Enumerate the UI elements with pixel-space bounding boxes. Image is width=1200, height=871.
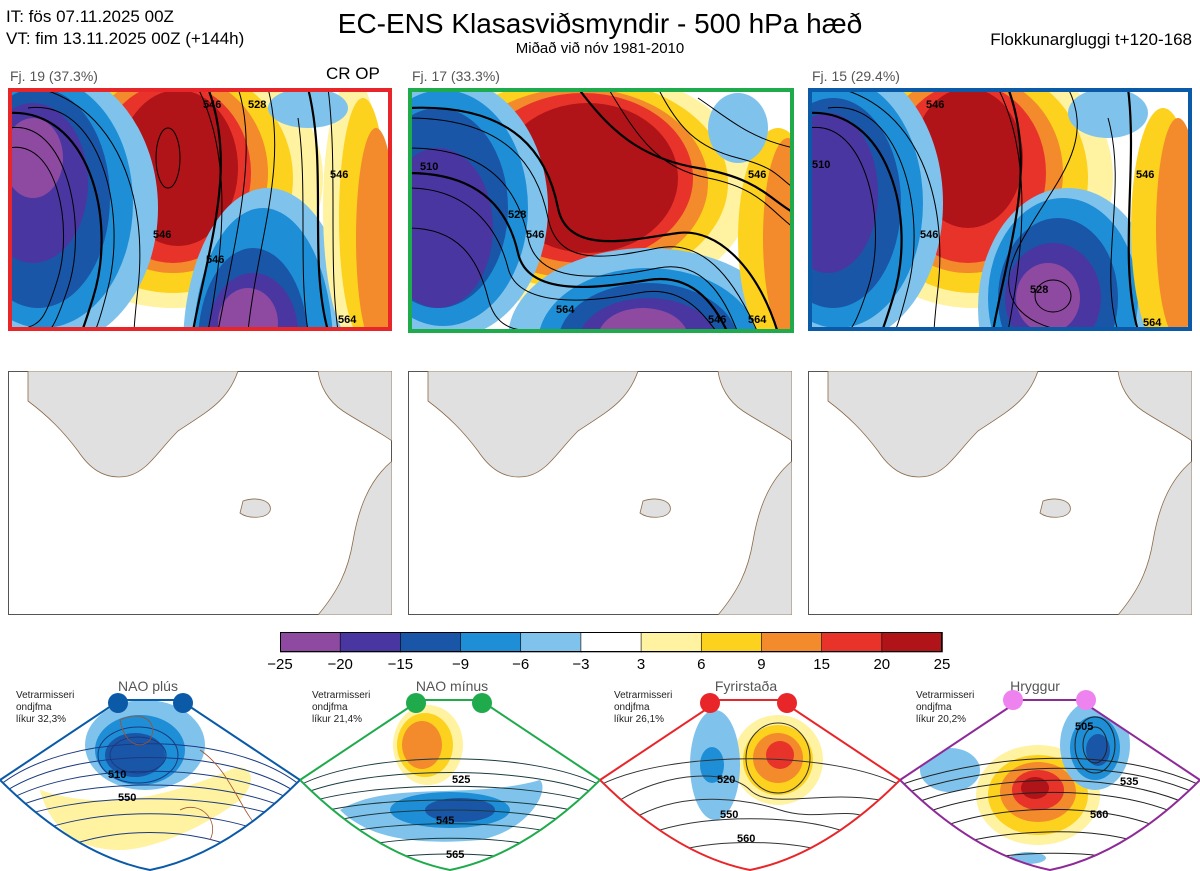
colorbar-cell [700, 632, 763, 653]
contour-label: 565 [446, 849, 464, 861]
contour-label: 528 [248, 99, 266, 111]
page-subtitle: Miðað við nóv 1981-2010 [515, 40, 685, 57]
colorbar-cell [881, 632, 943, 653]
cluster-2-map: 510 528 546 546 564 546 564 [408, 88, 794, 333]
colorbar-tick-label: −25 [267, 656, 293, 673]
valid-time: VT: fim 13.11.2025 00Z (+144h) [6, 29, 245, 48]
regime-3-prob: Vetrarmisseri ondjfma líkur 26,1% [614, 690, 673, 725]
cluster-3-map: 510 546 546 528 546 564 [808, 88, 1192, 331]
contour-label: 528 [508, 209, 526, 221]
contour-label: 560 [1090, 809, 1108, 821]
contour-label: 546 [206, 254, 224, 266]
colorbar-tick-label: 15 [813, 656, 830, 673]
regime-2-prob: Vetrarmisseri ondjfma líkur 21,4% [312, 690, 371, 725]
contour-label: 546 [203, 99, 221, 111]
regime-2-dot [472, 693, 492, 713]
colorbar-tick-label: −6 [512, 656, 530, 673]
cluster-2-label: Fj. 17 (33.3%) [412, 68, 500, 84]
contour-label: 564 [748, 314, 767, 326]
colorbar-cell [400, 632, 462, 653]
regime-4-dot [1003, 690, 1023, 710]
regime-1-dot [108, 693, 128, 713]
contour-label: 528 [1030, 284, 1048, 296]
colorbar-tick-label: 6 [697, 656, 706, 673]
regime-3-map: 520 550 560 [600, 690, 900, 871]
regime-4-dot [1076, 690, 1096, 710]
colorbar-tick-label: 25 [933, 656, 951, 673]
contour-label: 546 [708, 314, 726, 326]
colorbar-tick-label: −3 [572, 656, 590, 673]
colorbar-cell [640, 632, 703, 653]
contour-label: 560 [737, 833, 755, 845]
contour-label: 510 [812, 159, 830, 171]
colorbar-tick-label: −15 [387, 656, 414, 673]
contour-label: 564 [338, 314, 357, 326]
contour-label: 546 [920, 229, 938, 241]
regime-2-map: 525 545 565 [300, 690, 600, 871]
colorbar-tick-label: 20 [873, 656, 891, 673]
empty-map-2 [408, 371, 792, 615]
contour-label: 550 [720, 809, 738, 821]
cluster-1-extra: CR OP [326, 64, 380, 83]
regime-1-prob: Vetrarmisseri ondjfma líkur 32,3% [16, 690, 75, 725]
regime-3-dot [777, 693, 797, 713]
empty-map-3 [808, 371, 1192, 615]
header-times: IT: fös 07.11.2025 00Z VT: fim 13.11.202… [6, 6, 244, 50]
cluster-3-label: Fj. 15 (29.4%) [812, 68, 900, 84]
colorbar-cell [761, 632, 823, 653]
contour-label: 520 [717, 774, 735, 786]
contour-label: 525 [452, 774, 470, 786]
regime-3-title: Fyrirstaða [714, 678, 778, 694]
colorbar-tick-label: −9 [451, 656, 470, 673]
contour-label: 545 [436, 815, 454, 827]
contour-label: 510 [420, 161, 438, 173]
empty-map-1 [8, 371, 392, 615]
regime-4-map: 505 535 560 [900, 690, 1200, 871]
colorbar-cell [821, 632, 883, 653]
contour-label: 546 [1136, 169, 1154, 181]
colorbar [280, 632, 944, 654]
contour-label: 546 [526, 229, 544, 241]
cluster-1-map: 546 528 546 546 546 564 [8, 88, 392, 331]
contour-label: 546 [330, 169, 348, 181]
colorbar-tick-label: 3 [636, 656, 646, 673]
contour-label: 564 [556, 304, 575, 316]
page-title: EC-ENS Klasasviðsmyndir - 500 hPa hæð [337, 8, 863, 39]
colorbar-cell [580, 632, 642, 653]
colorbar-tick-label: 9 [757, 656, 766, 673]
init-time: IT: fös 07.11.2025 00Z [6, 7, 174, 26]
contour-label: 550 [118, 792, 136, 804]
colorbar-cell [280, 632, 341, 653]
colorbar-cell [520, 632, 582, 653]
contour-label: 564 [1143, 317, 1162, 329]
regime-2-dot [406, 693, 426, 713]
contour-label: 510 [108, 769, 126, 781]
contour-label: 546 [926, 99, 944, 111]
regime-4-title: Hryggur [1010, 678, 1060, 694]
cluster-1-label: Fj. 19 (37.3%) [10, 68, 98, 84]
regime-1-dot [173, 693, 193, 713]
regime-2-title: NAO mínus [415, 678, 489, 694]
colorbar-cell [460, 632, 522, 653]
contour-label: 546 [748, 169, 766, 181]
contour-label: 546 [153, 229, 171, 241]
colorbar-tick-label: −20 [327, 656, 353, 673]
regime-1-title: NAO plús [118, 678, 178, 694]
regime-4-prob: Vetrarmisseri ondjfma líkur 20,2% [916, 690, 975, 725]
contour-label: 535 [1120, 776, 1138, 788]
contour-label: 505 [1075, 721, 1093, 733]
colorbar-cell [339, 632, 402, 653]
clustering-window: Flokkunargluggi t+120-168 [990, 30, 1192, 49]
regime-3-dot [700, 693, 720, 713]
regime-1-map: 510 550 [0, 690, 300, 871]
